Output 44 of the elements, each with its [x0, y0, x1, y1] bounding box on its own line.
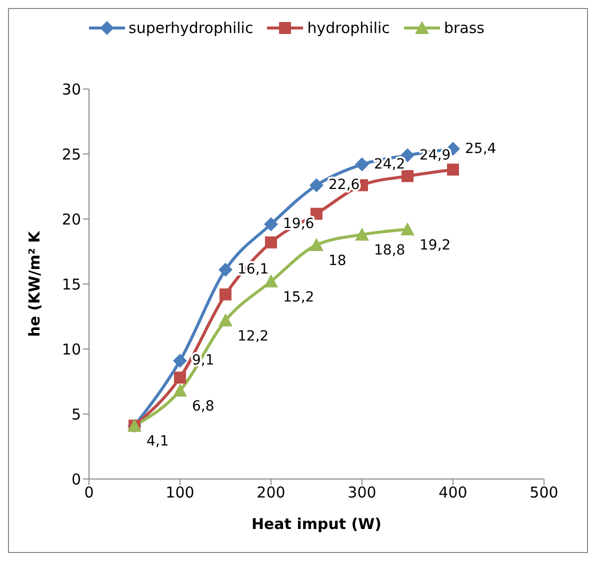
x-tick-label: 200	[256, 484, 286, 502]
point	[310, 178, 324, 192]
data-label: 24,2	[374, 156, 406, 172]
point	[173, 384, 187, 397]
y-tick-label: 0	[71, 470, 81, 488]
point	[220, 288, 232, 300]
data-label: 6,8	[192, 398, 214, 415]
y-tick-label: 30	[62, 80, 81, 98]
y-axis-title: he (KW/m² K	[25, 230, 44, 337]
point	[174, 372, 186, 384]
y-tick-label: 10	[62, 340, 81, 358]
point	[264, 274, 278, 288]
data-label: 19,2	[420, 237, 451, 254]
y-tick-label: 20	[62, 210, 81, 228]
point	[264, 217, 278, 232]
data-label: 4,1	[146, 434, 169, 450]
point	[355, 228, 369, 241]
point	[400, 222, 414, 236]
x-tick-label: 0	[84, 484, 94, 502]
x-tick-label: 100	[166, 484, 194, 502]
data-label: 18,8	[374, 242, 406, 259]
point	[173, 354, 187, 368]
x-axis-title: Heat imput (W)	[251, 515, 382, 533]
data-label: 24,9	[420, 147, 451, 164]
point	[265, 236, 277, 248]
point	[218, 313, 232, 326]
legend-label: brass	[444, 19, 484, 37]
point	[310, 238, 324, 251]
point	[218, 262, 232, 277]
y-tick-label: 15	[62, 275, 81, 294]
legend-label: superhydrophilic	[128, 19, 254, 37]
y-tick-label: 5	[71, 405, 81, 424]
data-label: 15,2	[283, 289, 314, 306]
y-tick-label: 25	[62, 145, 81, 164]
data-label: 12,2	[238, 328, 269, 344]
data-label: 25,4	[465, 140, 496, 157]
point	[355, 157, 369, 172]
data-label: 18	[328, 253, 346, 269]
x-tick-label: 400	[438, 484, 468, 502]
point	[402, 170, 414, 182]
x-tick-label: 500	[530, 484, 558, 502]
x-tick-label: 300	[348, 484, 376, 502]
point	[447, 164, 459, 176]
legend-label: hydrophilic	[307, 19, 390, 37]
